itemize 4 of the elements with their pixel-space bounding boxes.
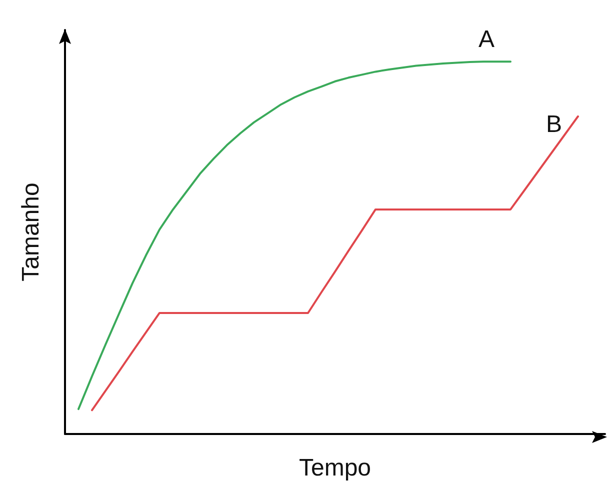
series-label: B — [546, 110, 562, 138]
series-label: A — [478, 26, 495, 54]
x-axis-title: Tempo — [298, 454, 372, 482]
y-axis-title: Tamanho — [18, 182, 44, 282]
